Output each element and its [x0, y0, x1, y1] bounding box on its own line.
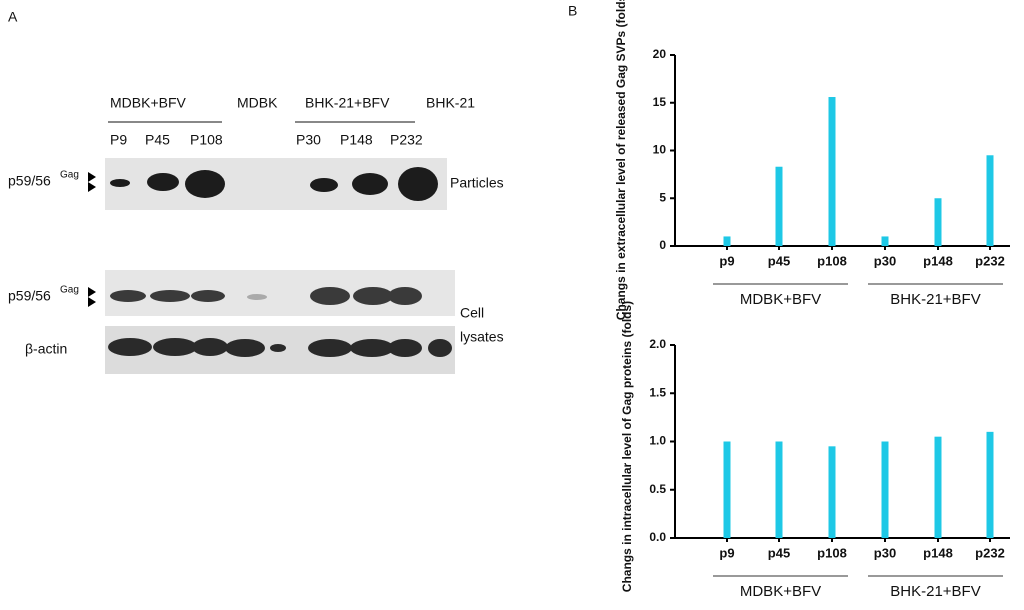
bar	[723, 236, 731, 246]
panel-label: B	[568, 3, 577, 19]
group-label: MDBK+BFV	[740, 291, 821, 308]
x-tick-label: p45	[768, 545, 790, 560]
marker: p59/56	[8, 173, 51, 189]
blot-label: Cell	[460, 305, 484, 321]
x-tick-label: p232	[975, 545, 1005, 560]
y-tick-label: 10	[653, 143, 667, 157]
bar	[775, 441, 783, 538]
bar	[775, 166, 783, 246]
y-tick-label: 0.0	[649, 530, 666, 544]
y-tick-label: 20	[653, 47, 667, 61]
y-tick-label: 1.5	[649, 385, 666, 399]
x-tick-label: p30	[874, 253, 896, 268]
lane-label: P9	[110, 132, 127, 148]
marker: p59/56	[8, 288, 51, 304]
marker-sup: Gag	[60, 285, 79, 296]
x-tick-label: p232	[975, 253, 1005, 268]
bar	[828, 97, 836, 247]
group-label: BHK-21	[426, 95, 475, 111]
y-tick-label: 2.0	[649, 337, 666, 351]
group-label: MDBK+BFV	[110, 95, 187, 111]
lane-label: P30	[296, 132, 321, 148]
group-label: BHK-21+BFV	[305, 95, 390, 111]
bar	[986, 431, 994, 538]
x-tick-label: p148	[923, 545, 953, 560]
marker-sup: Gag	[60, 170, 79, 181]
group-label: MDBK+BFV	[740, 583, 821, 600]
x-tick-label: p108	[817, 545, 847, 560]
bands	[108, 338, 452, 357]
bands	[110, 287, 422, 305]
blot-label: β-actin	[25, 341, 67, 357]
lane-label: P45	[145, 132, 170, 148]
x-tick-label: p108	[817, 253, 847, 268]
lane-label: P108	[190, 132, 223, 148]
x-tick-label: p9	[719, 545, 734, 560]
bar	[881, 236, 889, 246]
bar	[986, 155, 994, 246]
y-axis-label: Changs in intracellular level of Gag pro…	[620, 301, 634, 592]
y-tick-label: 5	[659, 190, 666, 204]
panel-label: A	[8, 9, 18, 25]
x-tick-label: p45	[768, 253, 790, 268]
bar	[934, 436, 942, 538]
y-tick-label: 15	[653, 95, 667, 109]
group-label: BHK-21+BFV	[890, 291, 980, 308]
x-tick-label: p148	[923, 253, 953, 268]
y-tick-label: 0.5	[649, 482, 666, 496]
bar	[828, 446, 836, 538]
bar	[723, 441, 731, 538]
blot-label: lysates	[460, 329, 504, 345]
x-tick-label: p9	[719, 253, 734, 268]
lane-label: P232	[390, 132, 423, 148]
bar	[934, 198, 942, 246]
group-label: BHK-21+BFV	[890, 583, 980, 600]
arrows	[88, 172, 96, 307]
y-tick-label: 1.0	[649, 434, 666, 448]
y-tick-label: 0	[659, 238, 666, 252]
y-axis-label: Changs in extracellular level of release…	[614, 0, 628, 320]
lane-label: P148	[340, 132, 373, 148]
group-label: MDBK	[237, 95, 278, 111]
bands	[110, 167, 438, 201]
bar	[881, 441, 889, 538]
blot-label: Particles	[450, 175, 504, 191]
x-tick-label: p30	[874, 545, 896, 560]
